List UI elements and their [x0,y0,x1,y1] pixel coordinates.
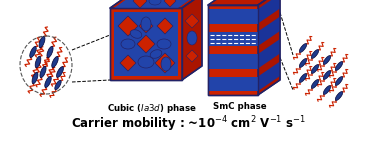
Ellipse shape [161,57,171,71]
Ellipse shape [299,59,307,67]
Polygon shape [258,62,280,91]
Ellipse shape [323,86,331,94]
Ellipse shape [323,71,331,79]
Polygon shape [137,35,155,53]
Ellipse shape [45,76,51,88]
Ellipse shape [187,31,197,45]
Ellipse shape [141,17,151,31]
Ellipse shape [40,66,46,78]
Ellipse shape [30,46,36,58]
Ellipse shape [149,0,161,5]
Ellipse shape [299,44,307,52]
Text: Cubic ($\mathit{Ia3d}$) phase: Cubic ($\mathit{Ia3d}$) phase [107,102,197,115]
Polygon shape [139,19,153,33]
Ellipse shape [335,62,343,70]
Ellipse shape [52,56,58,68]
Polygon shape [120,55,136,71]
Polygon shape [157,18,173,34]
Polygon shape [258,0,280,24]
Polygon shape [208,31,258,46]
Ellipse shape [311,80,319,89]
Polygon shape [155,53,175,73]
Ellipse shape [335,77,343,85]
Polygon shape [185,14,199,28]
Ellipse shape [130,30,142,38]
Polygon shape [118,16,138,36]
Polygon shape [114,12,178,76]
Polygon shape [110,0,202,8]
Ellipse shape [138,56,154,68]
Ellipse shape [47,46,53,58]
Ellipse shape [35,56,41,68]
Polygon shape [110,8,182,80]
Polygon shape [208,77,258,91]
Ellipse shape [157,39,171,49]
Ellipse shape [311,65,319,73]
Polygon shape [182,0,202,80]
Ellipse shape [150,50,162,58]
Polygon shape [208,0,280,5]
Polygon shape [164,0,176,7]
Ellipse shape [39,36,45,48]
Ellipse shape [121,39,135,49]
Polygon shape [114,0,198,8]
Ellipse shape [299,74,307,82]
Polygon shape [208,9,258,24]
Ellipse shape [311,50,319,58]
Polygon shape [258,16,280,46]
Polygon shape [258,0,280,95]
Polygon shape [258,39,280,69]
Polygon shape [208,54,258,69]
Ellipse shape [32,72,38,84]
Ellipse shape [55,80,61,90]
Polygon shape [208,5,258,95]
Polygon shape [186,50,198,62]
Polygon shape [133,0,147,8]
Ellipse shape [335,92,343,100]
Text: Carrier mobility : ~10$^{-4}$ cm$^{2}$ V$^{-1}$ s$^{-1}$: Carrier mobility : ~10$^{-4}$ cm$^{2}$ V… [71,114,307,134]
Text: SmC phase: SmC phase [213,102,267,111]
Ellipse shape [323,55,331,64]
Ellipse shape [57,67,64,77]
